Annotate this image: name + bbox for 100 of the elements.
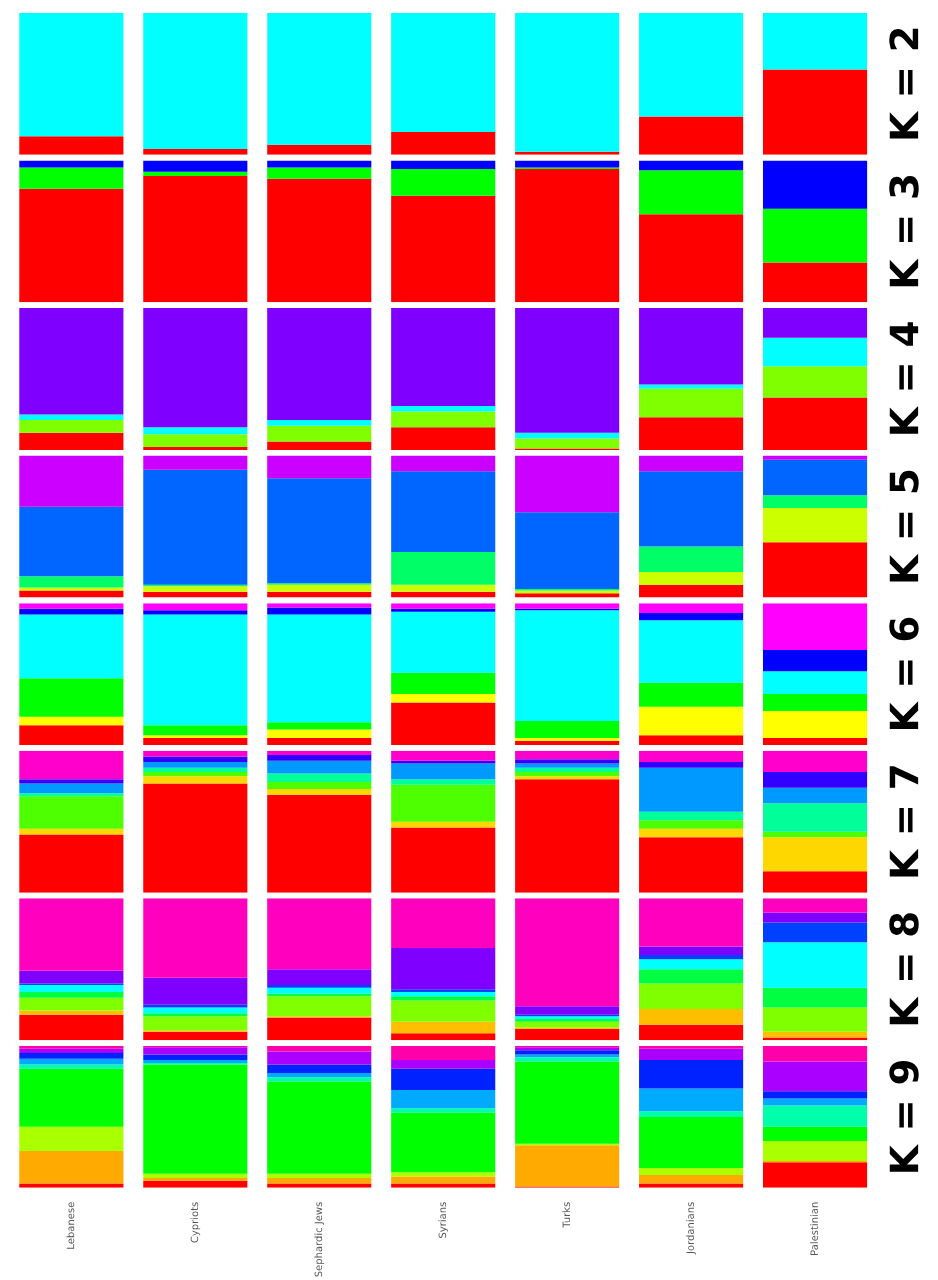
bar bbox=[143, 614, 248, 726]
bar bbox=[391, 1060, 496, 1069]
bar bbox=[639, 546, 744, 572]
bar bbox=[639, 1175, 744, 1184]
bar bbox=[639, 1060, 744, 1089]
bar bbox=[763, 987, 868, 1008]
bar bbox=[763, 942, 868, 988]
bar bbox=[267, 1081, 372, 1174]
bar bbox=[267, 607, 372, 615]
bar bbox=[143, 469, 248, 585]
bar bbox=[639, 898, 744, 947]
bar bbox=[391, 1089, 496, 1109]
bar bbox=[639, 750, 744, 763]
bar bbox=[639, 471, 744, 547]
bar bbox=[515, 767, 620, 773]
bar bbox=[763, 397, 868, 450]
bar bbox=[639, 307, 744, 385]
bar bbox=[763, 912, 868, 923]
bar bbox=[639, 1116, 744, 1168]
bar bbox=[763, 1007, 868, 1032]
bar bbox=[267, 737, 372, 746]
bar bbox=[267, 773, 372, 782]
bar bbox=[763, 160, 868, 209]
bar bbox=[143, 1054, 248, 1061]
bar bbox=[639, 1048, 744, 1061]
bar bbox=[267, 478, 372, 584]
bar bbox=[639, 160, 744, 171]
text: K = 8 bbox=[889, 913, 919, 1025]
text: K = 6 bbox=[889, 617, 919, 729]
bar bbox=[19, 750, 124, 780]
bar bbox=[639, 828, 744, 838]
bar bbox=[267, 584, 372, 592]
bar bbox=[19, 984, 124, 992]
bar bbox=[143, 1016, 248, 1031]
bar bbox=[267, 750, 372, 756]
bar bbox=[391, 471, 496, 553]
bar bbox=[763, 737, 868, 746]
bar bbox=[763, 671, 868, 694]
bar bbox=[391, 405, 496, 412]
bar bbox=[19, 1126, 124, 1151]
bar bbox=[515, 750, 620, 760]
bar bbox=[639, 584, 744, 598]
bar bbox=[639, 762, 744, 768]
bar bbox=[763, 649, 868, 672]
bar bbox=[763, 459, 868, 496]
bar bbox=[763, 1162, 868, 1188]
bar bbox=[515, 610, 620, 721]
bar bbox=[391, 1176, 496, 1184]
bar bbox=[515, 438, 620, 449]
bar bbox=[763, 542, 868, 598]
bar bbox=[143, 725, 248, 736]
bar bbox=[19, 414, 124, 421]
bar bbox=[391, 195, 496, 303]
bar bbox=[639, 571, 744, 585]
bar bbox=[763, 1126, 868, 1142]
bar bbox=[515, 740, 620, 746]
bar bbox=[763, 366, 868, 398]
bar bbox=[391, 1021, 496, 1034]
bar bbox=[763, 1061, 868, 1092]
bar bbox=[19, 1014, 124, 1041]
bar bbox=[267, 144, 372, 155]
bar bbox=[143, 737, 248, 746]
bar bbox=[515, 455, 620, 513]
bar bbox=[19, 307, 124, 415]
bar bbox=[763, 508, 868, 543]
bar bbox=[639, 735, 744, 746]
bar bbox=[267, 455, 372, 479]
bar bbox=[391, 948, 496, 990]
bar bbox=[19, 678, 124, 717]
bar bbox=[267, 1064, 372, 1073]
bar bbox=[143, 12, 248, 150]
bar bbox=[763, 337, 868, 367]
bar bbox=[763, 750, 868, 773]
bar bbox=[639, 603, 744, 614]
bar bbox=[19, 992, 124, 998]
bar bbox=[515, 1145, 620, 1187]
bar bbox=[763, 1045, 868, 1062]
text: K = 7 bbox=[889, 766, 919, 877]
bar bbox=[391, 827, 496, 893]
bar bbox=[639, 1024, 744, 1041]
bar bbox=[639, 12, 744, 117]
bar bbox=[639, 767, 744, 812]
bar bbox=[267, 794, 372, 893]
bar bbox=[763, 1141, 868, 1161]
bar bbox=[19, 898, 124, 971]
bar bbox=[515, 12, 620, 152]
bar bbox=[763, 898, 868, 913]
bar bbox=[763, 12, 868, 70]
bar bbox=[143, 160, 248, 172]
bar bbox=[515, 779, 620, 893]
bar bbox=[267, 1017, 372, 1041]
text: K = 2 bbox=[889, 28, 919, 139]
bar bbox=[267, 729, 372, 738]
bar bbox=[19, 834, 124, 893]
bar bbox=[267, 12, 372, 145]
bar bbox=[143, 756, 248, 763]
bar bbox=[515, 307, 620, 433]
bar bbox=[143, 307, 248, 428]
bar bbox=[639, 682, 744, 707]
bar bbox=[267, 969, 372, 985]
